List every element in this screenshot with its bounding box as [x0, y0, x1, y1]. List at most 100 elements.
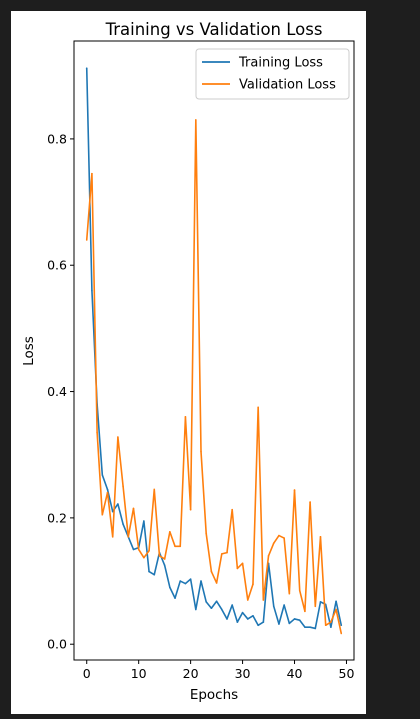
data-point	[257, 406, 259, 409]
data-point	[231, 604, 233, 606]
data-point	[319, 601, 322, 603]
data-point	[298, 589, 301, 592]
data-point	[195, 119, 197, 121]
data-point	[324, 624, 327, 627]
y-axis-ticks: 0.0 0.2 0.4 0.6 0.8	[47, 131, 74, 652]
x-tick-label: 40	[287, 666, 303, 681]
data-point	[293, 618, 296, 620]
data-point	[231, 508, 233, 511]
data-point	[132, 507, 135, 510]
series-line-1	[85, 119, 343, 634]
data-point	[262, 599, 265, 601]
data-point	[200, 450, 202, 453]
data-point	[241, 562, 244, 565]
x-tick-label: 10	[131, 666, 147, 681]
data-point	[122, 523, 124, 525]
y-tick-label: 0.8	[47, 131, 67, 146]
data-point	[220, 553, 223, 555]
data-point	[189, 578, 192, 580]
data-point	[91, 289, 93, 292]
data-point	[246, 599, 249, 601]
data-point	[252, 583, 254, 585]
chart-figure: Training vs Validation Loss 0 10 20 30 40 50 …	[11, 11, 366, 714]
data-point	[335, 608, 337, 611]
data-point	[184, 582, 187, 585]
data-point	[304, 610, 306, 613]
data-point	[184, 416, 187, 418]
loss-line-chart: Training vs Validation Loss 0 10 20 30 40 50 …	[21, 20, 355, 703]
data-point	[226, 618, 228, 620]
data-point	[106, 491, 109, 494]
data-point	[241, 611, 244, 614]
data-point	[319, 536, 322, 538]
data-point	[111, 536, 114, 538]
x-axis-ticks: 0 10 20 30 40 50	[83, 660, 355, 681]
data-point	[335, 600, 337, 603]
data-point	[252, 614, 254, 617]
data-point	[246, 618, 249, 620]
data-point	[153, 573, 156, 576]
data-point	[210, 607, 213, 610]
chart-legend: Training Loss Validation Loss	[195, 48, 350, 100]
data-point	[236, 621, 239, 623]
data-point	[101, 474, 104, 476]
data-point	[158, 554, 161, 557]
data-point	[132, 548, 135, 551]
data-point	[267, 554, 270, 557]
data-point	[288, 622, 291, 625]
legend-label-0: Training Loss	[238, 56, 323, 71]
data-point	[148, 570, 150, 573]
x-tick-label: 0	[83, 666, 91, 681]
data-point	[226, 551, 228, 554]
data-point	[163, 564, 166, 567]
y-tick-label: 0.2	[47, 510, 67, 525]
data-point	[169, 530, 171, 533]
data-point	[91, 172, 93, 175]
data-point	[96, 431, 98, 434]
data-point	[278, 534, 280, 537]
data-point	[85, 67, 88, 69]
data-point	[324, 603, 327, 606]
data-point	[143, 520, 145, 522]
data-point	[309, 626, 311, 628]
data-point	[137, 548, 140, 551]
data-point	[309, 501, 311, 503]
data-point	[148, 549, 150, 552]
data-point	[122, 485, 124, 488]
data-point	[163, 558, 166, 560]
series-points-0	[85, 67, 343, 630]
x-tick-label: 30	[235, 666, 251, 681]
data-point	[340, 632, 343, 635]
data-point	[106, 488, 109, 491]
data-point	[330, 621, 332, 623]
data-point	[215, 600, 218, 603]
data-point	[298, 619, 301, 622]
axes-frame	[73, 40, 355, 661]
data-point	[278, 623, 280, 625]
data-point	[272, 542, 275, 544]
data-point	[179, 580, 182, 582]
legend-box	[195, 48, 350, 100]
data-point	[179, 545, 182, 548]
data-point	[85, 239, 88, 241]
data-point	[200, 580, 202, 582]
data-point	[101, 513, 104, 516]
data-point	[169, 586, 171, 589]
data-point	[205, 532, 208, 535]
data-point	[189, 508, 192, 511]
data-point	[293, 489, 296, 491]
data-point	[174, 597, 176, 599]
data-point	[174, 545, 176, 548]
data-point	[262, 621, 265, 623]
x-tick-label: 50	[339, 666, 355, 681]
data-point	[236, 567, 239, 570]
series-line-0	[85, 68, 343, 630]
data-point	[117, 503, 119, 505]
y-axis-label: Loss	[21, 336, 37, 366]
legend-label-1: Validation Loss	[239, 78, 336, 93]
data-point	[127, 536, 130, 538]
data-point	[314, 605, 317, 608]
x-axis-label: Epochs	[190, 687, 238, 703]
data-point	[205, 601, 208, 603]
data-point	[304, 626, 306, 628]
